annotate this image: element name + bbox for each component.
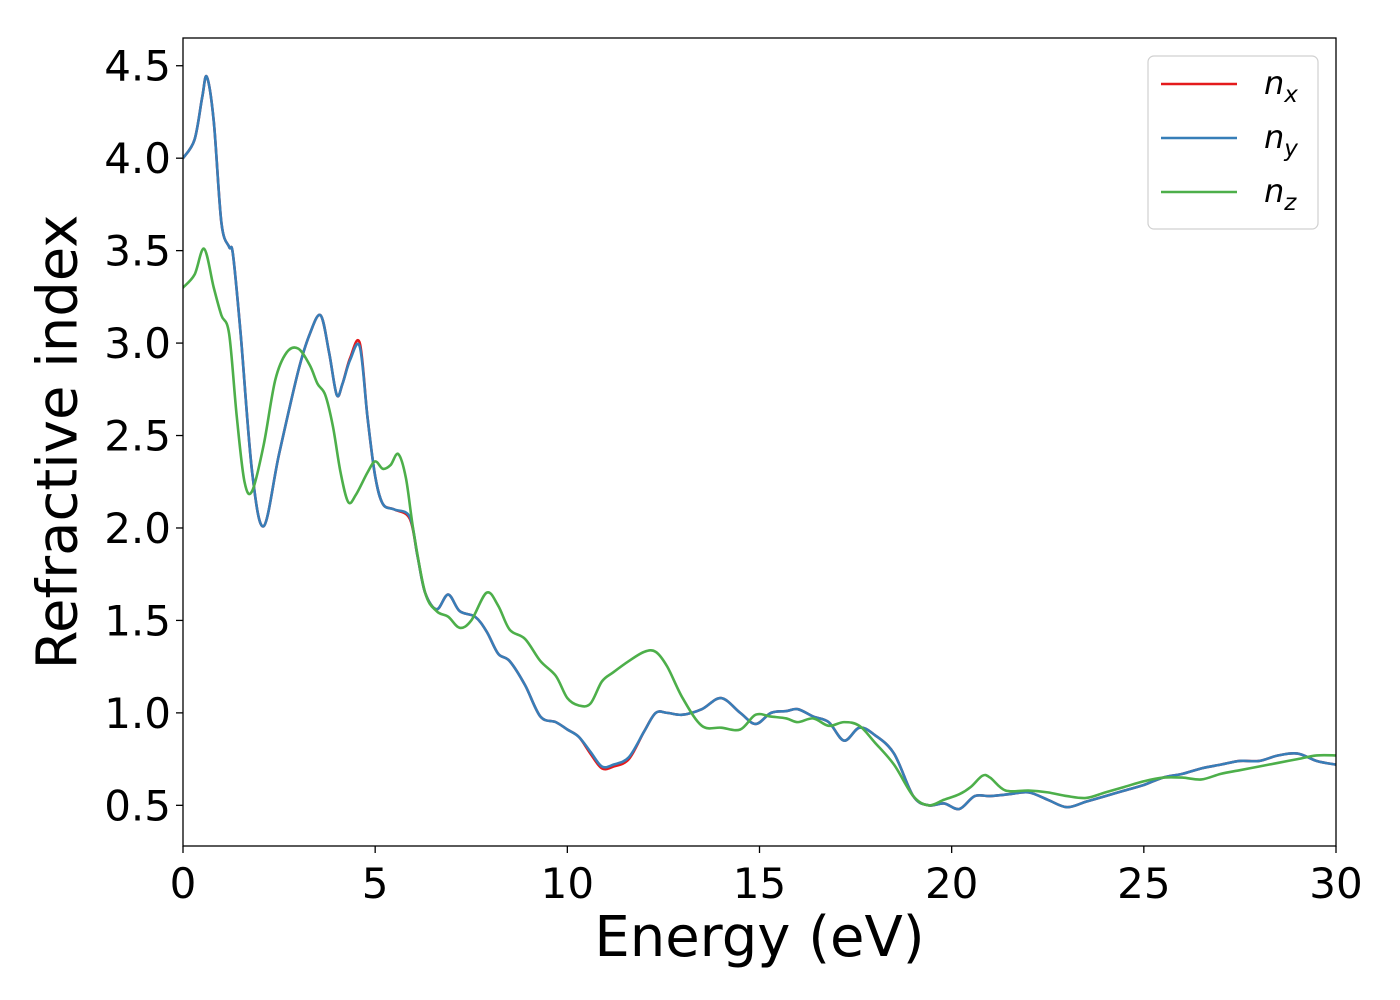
- legend-label-base: n: [1264, 172, 1284, 210]
- legend-box: [1147, 55, 1319, 230]
- x-axis: 0 5 10 15 20 25 30: [170, 846, 1363, 908]
- y-tick-label: 1.5: [104, 596, 171, 645]
- x-tick-label: 0: [170, 859, 197, 908]
- y-tick-label: 4.5: [104, 42, 171, 91]
- x-tick-label: 30: [1309, 859, 1362, 908]
- y-axis: 0.5 1.0 1.5 2.0 2.5 3.0 3.5 4.0 4.5: [104, 42, 183, 830]
- y-tick-label: 2.5: [104, 412, 171, 461]
- legend-label-subscript: z: [1283, 190, 1297, 216]
- series-layer: [183, 74, 1336, 811]
- series-line-n-z: [183, 247, 1336, 807]
- series-line-n-y: [183, 74, 1336, 811]
- y-axis-label: Refractive index: [26, 215, 91, 670]
- x-tick-label: 5: [362, 859, 389, 908]
- legend-label-subscript: x: [1283, 82, 1298, 108]
- legend-label-n-y: ny: [1264, 118, 1298, 162]
- legend-label-n-x: nx: [1264, 64, 1298, 108]
- y-tick-label: 3.5: [104, 227, 171, 276]
- x-tick-label: 10: [541, 859, 594, 908]
- y-tick-label: 0.5: [104, 781, 171, 830]
- y-tick-label: 1.0: [104, 689, 171, 738]
- x-tick-label: 15: [733, 859, 786, 908]
- legend-label-n-z: nz: [1264, 172, 1297, 216]
- x-axis-label: Energy (eV): [594, 905, 924, 970]
- x-tick-label: 25: [1117, 859, 1170, 908]
- legend-label-base: n: [1264, 118, 1284, 156]
- y-tick-label: 2.0: [104, 504, 171, 553]
- legend-label-base: n: [1264, 64, 1284, 102]
- y-tick-label: 4.0: [104, 134, 171, 183]
- legend-label-subscript: y: [1283, 136, 1298, 162]
- y-tick-label: 3.0: [104, 319, 171, 368]
- x-tick-label: 20: [925, 859, 978, 908]
